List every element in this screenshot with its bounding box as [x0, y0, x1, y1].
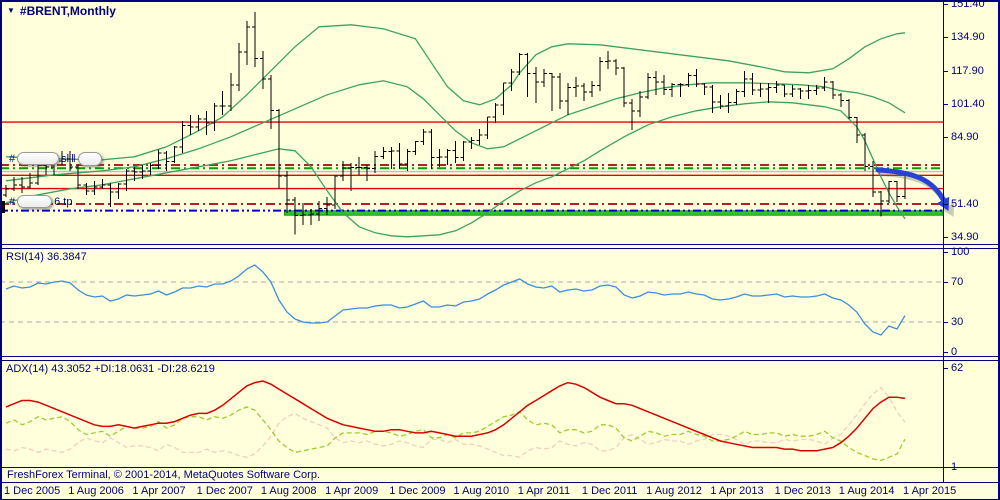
scale-separator [943, 0, 944, 482]
rsi-label: RSI(14) 36.3847 [6, 251, 87, 263]
adx-label: ADX(14) 43.3052 +DI:18.0631 -DI:28.6219 [6, 363, 215, 375]
price-tick-label: 117.90 [951, 65, 984, 77]
frame-top [0, 0, 1000, 2]
order-hash: # [9, 195, 16, 208]
order-price-blurred [77, 151, 102, 166]
rsi-line [5, 264, 906, 336]
price-tickmark [943, 37, 948, 38]
order-bars-icon: ‖ [71, 152, 76, 165]
x-axis-label: 1 Aug 2010 [453, 485, 510, 497]
rsi-tick-label: 30 [951, 316, 964, 328]
separator-rsi-adx-b [0, 360, 1000, 361]
minus-di-line [5, 386, 906, 459]
x-axis-label: 1 Aug 2012 [646, 485, 702, 497]
x-axis-label: 1 Aug 2008 [260, 485, 317, 497]
left-edge-marker [0, 201, 5, 213]
rsi-tick-label: 100 [951, 246, 970, 258]
separator-main-rsi-a [0, 244, 1000, 245]
adx-panel[interactable] [0, 361, 943, 467]
x-axis-label: 1 Dec 2011 [581, 485, 638, 497]
order-sl-text: sl [61, 152, 70, 165]
bollinger-middle [5, 80, 906, 182]
rsi-tick-label: 70 [951, 276, 964, 288]
rsi-tickmark [943, 352, 948, 353]
rsi-tickmark [943, 252, 948, 253]
x-axis-label: 1 Dec 2009 [389, 485, 446, 497]
price-tickmark [943, 137, 948, 138]
price-tick-label: 84.90 [951, 131, 979, 143]
separator-adx-footer [0, 467, 1000, 468]
separator-axis [0, 482, 1000, 483]
rsi-tickmark [943, 322, 948, 323]
price-tickmark [943, 4, 948, 5]
adx-tick-label: 62 [951, 362, 964, 374]
price-tick-label: 34.90 [951, 231, 979, 243]
adx-line [5, 380, 906, 452]
symbol-dropdown-icon[interactable]: ▼ [7, 6, 15, 15]
x-axis-label: 1 Dec 2013 [774, 485, 831, 497]
copyright-text: FreshForex Terminal, © 2001-2014, MetaQu… [7, 469, 320, 481]
x-axis-label: 1 Apr 2011 [517, 485, 571, 497]
price-tick-label: 101.40 [951, 98, 985, 110]
main-chart[interactable] [0, 0, 955, 244]
separator-main-rsi-b [0, 248, 1000, 249]
x-axis-label: 1 Apr 2007 [132, 485, 186, 497]
price-tickmark [943, 204, 948, 205]
x-axis-label: 1 Aug 2006 [68, 485, 124, 497]
price-tickmark [943, 237, 948, 238]
order-id-blurred [17, 152, 60, 165]
plus-di-line [5, 406, 906, 462]
x-axis-label: 1 Apr 2015 [903, 485, 957, 497]
x-axis-label: 1 Apr 2009 [325, 485, 379, 497]
frame-left [0, 0, 2, 500]
rsi-tickmark [943, 282, 948, 283]
ohlc-bars [3, 11, 908, 235]
price-scale[interactable]: 151.40 134.90 117.90 101.40 84.90 51.40 34.90 1… [943, 0, 1000, 500]
rsi-panel[interactable] [0, 249, 943, 355]
order-hash: # [9, 152, 16, 165]
order-label-tp[interactable]: # 6 tp [9, 195, 72, 208]
order-id-blurred [17, 195, 53, 208]
adx-tickmark [943, 368, 948, 369]
symbol-label: #BRENT,Monthly [19, 4, 116, 18]
x-axis-label: 1 Dec 2007 [196, 485, 253, 497]
price-tick-label: 151.40 [951, 0, 985, 10]
x-axis-label: 1 Apr 2013 [710, 485, 764, 497]
price-tick-label: 134.90 [951, 31, 985, 43]
order-label-sl[interactable]: # sl ‖ [9, 151, 102, 166]
x-axis-label: 1 Aug 2014 [838, 485, 895, 497]
rsi-tick-label: 0 [951, 346, 958, 358]
frame-right [998, 0, 1000, 500]
price-tick-label: 51.40 [951, 198, 979, 210]
order-tp-text: 6 tp [54, 195, 73, 208]
time-axis[interactable]: 1 Dec 2005 1 Aug 2006 1 Apr 2007 1 Dec 2007… [0, 485, 1000, 500]
separator-rsi-adx-a [0, 356, 1000, 357]
price-tickmark [943, 71, 948, 72]
price-tickmark [943, 104, 948, 105]
bollinger-lower [5, 101, 906, 238]
x-axis-label: 1 Dec 2005 [4, 485, 61, 497]
bollinger-upper [5, 24, 906, 161]
